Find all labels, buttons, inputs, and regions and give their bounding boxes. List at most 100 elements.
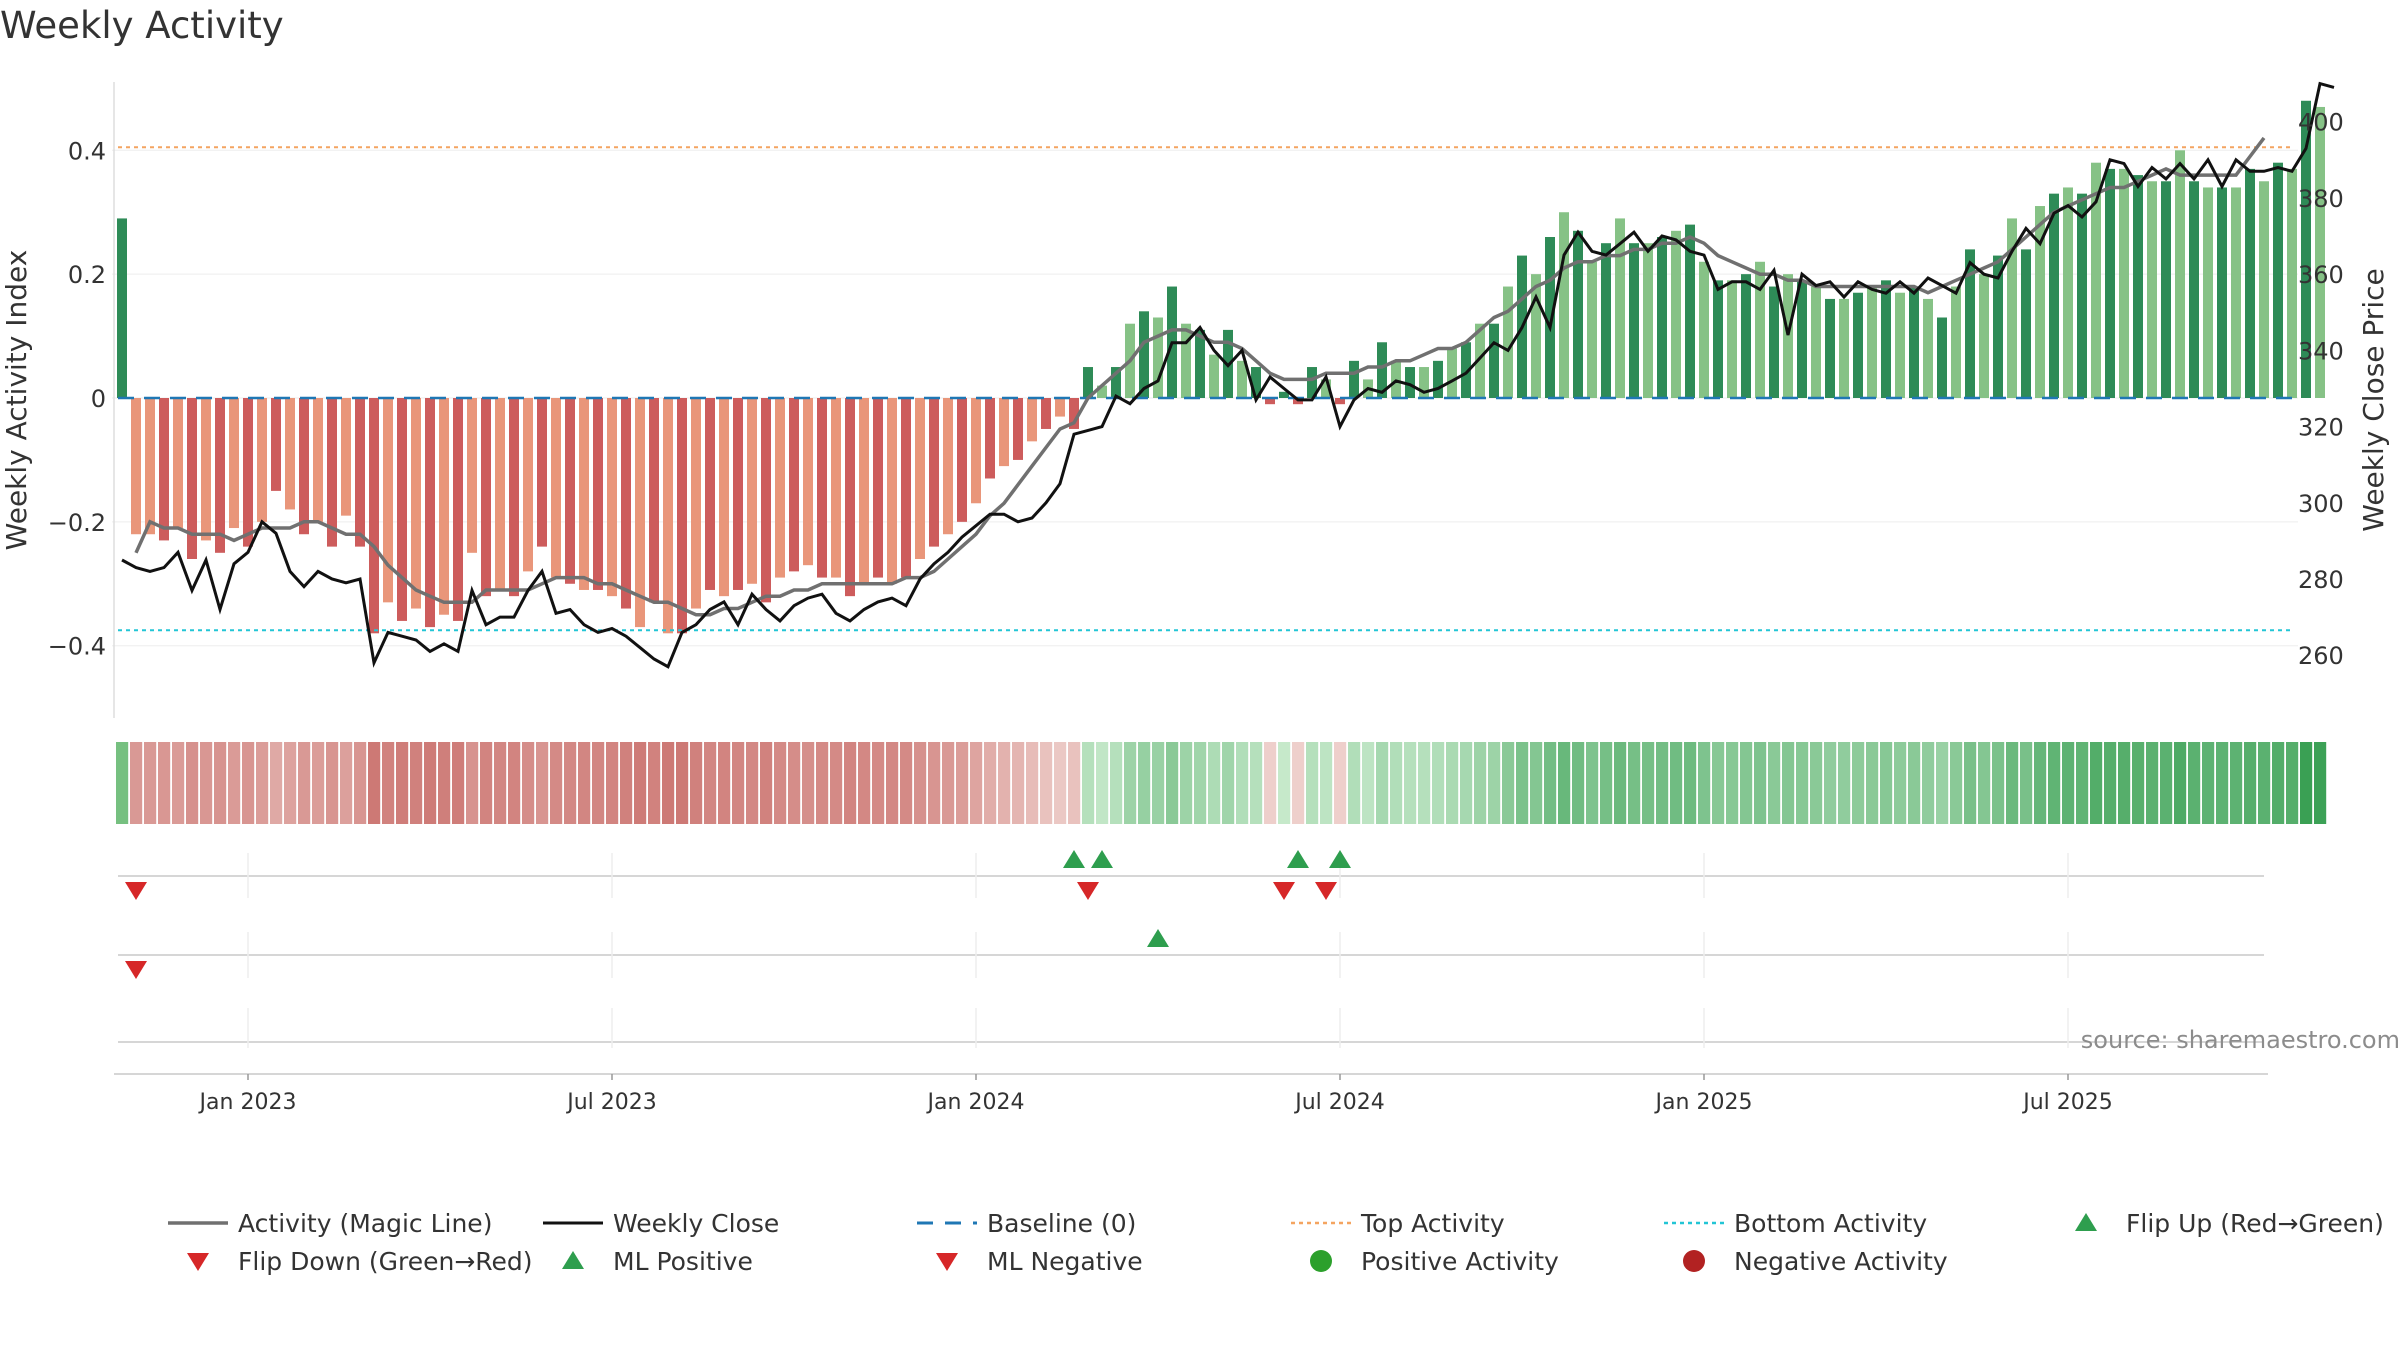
x-tick-label: Jul 2023 [565, 1090, 657, 1115]
activity-bar [1013, 398, 1023, 460]
heat-cell [508, 742, 521, 824]
activity-bar [957, 398, 967, 522]
activity-bar [2273, 162, 2283, 398]
legend-swatch-tri-up-green [562, 1251, 584, 1269]
heat-cell [452, 742, 465, 824]
activity-bar [1405, 367, 1415, 398]
activity-bar [1951, 286, 1961, 398]
heat-cell [564, 742, 577, 824]
heat-cell [466, 742, 479, 824]
activity-bar [859, 398, 869, 584]
activity-bar [285, 398, 295, 510]
heat-cell [256, 742, 269, 824]
heat-cell [1754, 742, 1767, 824]
heat-cell [298, 742, 311, 824]
legend-label: Flip Down (Green→Red) [238, 1247, 533, 1276]
legend-label: Weekly Close [613, 1209, 779, 1238]
activity-bar [369, 398, 379, 634]
y-tick-right-label: 360 [2298, 261, 2344, 289]
activity-bar [1881, 280, 1891, 398]
heat-cell [2202, 742, 2215, 824]
axes: Weekly Activity Index Weekly Close Price… [0, 82, 2390, 718]
flip-down-marker [1077, 882, 1099, 900]
heat-cell [2272, 742, 2285, 824]
heat-cell [2146, 742, 2159, 824]
heat-cell [2244, 742, 2257, 824]
activity-bar [2133, 175, 2143, 398]
legend-swatch-tri-down-red [187, 1253, 209, 1271]
activity-bar [1979, 274, 1989, 398]
heat-cell [1880, 742, 1893, 824]
chart-title: Weekly Activity [0, 4, 284, 47]
activity-bar [355, 398, 365, 547]
activity-bar [411, 398, 421, 609]
heat-cell [606, 742, 619, 824]
activity-bar [1433, 360, 1443, 398]
heat-cell [1026, 742, 1039, 824]
heat-cell [354, 742, 367, 824]
activity-bars [117, 100, 2325, 634]
heat-cell [1278, 742, 1291, 824]
activity-bar [2175, 150, 2185, 398]
activity-bar [159, 398, 169, 541]
heat-cell [1670, 742, 1683, 824]
activity-bar [1545, 237, 1555, 398]
activity-bar [1251, 367, 1261, 398]
ml-negative-marker [125, 961, 147, 979]
heat-cell [284, 742, 297, 824]
activity-bar [1195, 329, 1205, 398]
heat-cell [1068, 742, 1081, 824]
activity-bar [2147, 181, 2157, 398]
heat-cell [1418, 742, 1431, 824]
heat-cell [186, 742, 199, 824]
heat-cell [830, 742, 843, 824]
activity-bar [1055, 398, 1065, 417]
activity-bar [677, 398, 687, 634]
heat-cell [872, 742, 885, 824]
activity-heat-strip [116, 742, 2327, 824]
activity-bar [635, 398, 645, 628]
heat-cell [942, 742, 955, 824]
activity-bar [2035, 206, 2045, 398]
legend-label: Top Activity [1360, 1209, 1505, 1238]
heat-cell [144, 742, 157, 824]
y-tick-right-label: 280 [2298, 566, 2344, 594]
activity-bar [257, 398, 267, 522]
activity-bar [243, 398, 253, 547]
heat-cell [1558, 742, 1571, 824]
activity-bar [2231, 187, 2241, 398]
activity-bar [1853, 292, 1863, 398]
heat-cell [1390, 742, 1403, 824]
x-tick-label: Jan 2025 [1654, 1090, 1753, 1115]
heat-cell [662, 742, 675, 824]
heat-cell [536, 742, 549, 824]
activity-bar [747, 398, 757, 584]
heat-cell [1138, 742, 1151, 824]
heat-cell [1362, 742, 1375, 824]
activity-bar [173, 398, 183, 529]
ml-positive-marker [1147, 929, 1169, 947]
activity-bar [1629, 243, 1639, 398]
heat-cell [2090, 742, 2103, 824]
legend-label: Activity (Magic Line) [238, 1209, 492, 1238]
activity-bar [1503, 286, 1513, 398]
heat-cell [2174, 742, 2187, 824]
source-label: source: sharemaestro.com [2081, 1026, 2400, 1054]
flip-up-marker [1063, 850, 1085, 868]
activity-bar [2287, 168, 2297, 398]
activity-bar [481, 398, 491, 597]
heat-cell [886, 742, 899, 824]
heat-cell [1152, 742, 1165, 824]
y-tick-left-label: 0.4 [68, 137, 106, 165]
heat-cell [1082, 742, 1095, 824]
activity-bar [1559, 212, 1569, 398]
activity-bar [1111, 367, 1121, 398]
activity-bar [551, 398, 561, 578]
heat-cell [2188, 742, 2201, 824]
activity-bar [1139, 311, 1149, 398]
activity-bar [1573, 230, 1583, 398]
heat-cell [1376, 742, 1389, 824]
heat-cell [690, 742, 703, 824]
heat-cell [1516, 742, 1529, 824]
